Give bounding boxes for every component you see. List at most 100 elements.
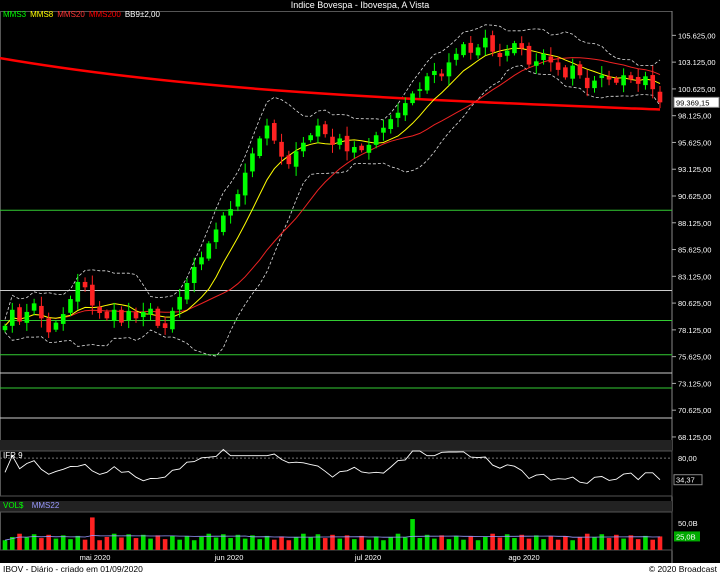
- ifr-last-box: [673, 474, 703, 486]
- volume-bar: [475, 540, 481, 550]
- volume-bar: [359, 535, 364, 550]
- volume-bar: [53, 538, 59, 550]
- candle-body: [75, 281, 81, 302]
- volume-bar: [468, 536, 474, 550]
- volume-bar: [308, 537, 313, 550]
- y-tick-label: 100.625,00: [678, 85, 716, 94]
- candle-body: [366, 144, 372, 153]
- volume-bar: [402, 537, 408, 550]
- volume-bar: [395, 533, 401, 550]
- volume-panel: 50,0B 25,0B: [0, 501, 700, 551]
- volume-bar: [221, 534, 226, 550]
- volume-bar: [68, 539, 73, 550]
- candle-body: [213, 229, 219, 243]
- candle-body: [133, 312, 139, 319]
- ifr-last-label: 34,37: [676, 476, 695, 485]
- volume-bar: [504, 534, 510, 550]
- candle-body: [635, 76, 641, 84]
- candle-body: [184, 283, 190, 300]
- volume-bar: [104, 536, 110, 550]
- candle-body: [264, 125, 270, 139]
- volume-last-label: 25,0B: [676, 532, 696, 541]
- candle-body: [250, 153, 255, 172]
- volume-bar: [39, 538, 44, 550]
- candle-body: [490, 35, 495, 52]
- volume-bar: [490, 533, 495, 550]
- volume-bar: [279, 536, 284, 550]
- x-tick-label: mai 2020: [80, 553, 111, 562]
- candle-body: [417, 89, 423, 91]
- volume-bar: [461, 539, 466, 550]
- volume-bar: [599, 534, 605, 550]
- volume-bar: [206, 533, 212, 550]
- candle-body: [599, 75, 605, 79]
- volume-bar: [97, 540, 102, 550]
- volume-bar: [381, 540, 386, 550]
- volume-bar: [621, 538, 626, 550]
- volume-bar: [242, 538, 248, 550]
- candle-body: [650, 75, 656, 90]
- x-axis: mai 2020 jun 2020 jul 2020 ago 2020: [80, 553, 540, 562]
- volume-bar: [140, 534, 146, 550]
- candle-body: [271, 123, 277, 141]
- volume-bar: [184, 536, 190, 550]
- volume-bar: [483, 536, 488, 550]
- volume-ma-label: MMS22: [31, 501, 60, 510]
- volume-bar: [162, 539, 168, 550]
- x-tick-label: jun 2020: [214, 553, 244, 562]
- candle-body: [9, 309, 15, 326]
- candle-body: [2, 325, 8, 331]
- volume-legend: VOL$ MMS22: [3, 501, 59, 511]
- volume-bar: [643, 535, 648, 550]
- y-tick-label: 80.625,00: [678, 299, 711, 308]
- candle-body: [388, 119, 394, 130]
- volume-bar: [526, 538, 532, 550]
- candle-body: [170, 310, 175, 330]
- volume-bar: [657, 536, 663, 550]
- y-tick-label: 88.125,00: [678, 219, 711, 228]
- volume-last-box: [674, 531, 700, 542]
- ifr-line: [4, 448, 661, 484]
- candle-body: [155, 308, 161, 326]
- window-title: Indice Bovespa - Ibovespa, A Vista: [0, 0, 720, 11]
- volume-bar: [82, 539, 88, 550]
- volume-bar: [322, 538, 328, 550]
- last-price-box: [673, 96, 720, 108]
- volume-ma-line: [4, 535, 661, 541]
- volume-header-bar: [0, 501, 672, 512]
- volume-bar: [373, 536, 379, 550]
- volume-bar: [31, 534, 37, 550]
- legend-item: MMS20: [57, 10, 85, 19]
- volume-bar: [439, 535, 444, 550]
- candle-body: [337, 138, 343, 145]
- candle-body: [286, 155, 292, 165]
- volume-bar: [337, 538, 343, 550]
- volume-bar: [271, 539, 277, 550]
- candle-body: [31, 303, 37, 311]
- candle-body: [592, 80, 597, 89]
- candle-body: [119, 309, 124, 323]
- volume-bar: [111, 533, 117, 550]
- candle-body: [90, 284, 95, 306]
- price-chart[interactable]: 105.625,00 103.125,00 100.625,00 98.125,00 9…: [0, 11, 720, 574]
- candle-body: [308, 135, 313, 141]
- candle-body: [424, 76, 430, 91]
- y-tick-label: 70.625,00: [678, 406, 711, 415]
- volume-bar: [519, 534, 525, 550]
- candle-body: [453, 53, 459, 60]
- volume-bar: [352, 539, 357, 550]
- volume-bar: [584, 533, 590, 550]
- volume-bar: [235, 534, 241, 550]
- candle-body: [584, 77, 590, 89]
- volume-bar: [301, 533, 306, 550]
- legend-item: BB9±2,00: [124, 10, 160, 19]
- candle-body: [344, 135, 350, 152]
- volume-bar: [344, 535, 350, 550]
- candle-body: [162, 323, 168, 328]
- volume-bar: [592, 537, 597, 550]
- volume-tick-label: 50,0B: [678, 519, 698, 528]
- volume-frame: [0, 511, 673, 551]
- volume-bar: [330, 534, 335, 550]
- bollinger-lower-line: [4, 65, 661, 357]
- candle-body: [461, 44, 466, 56]
